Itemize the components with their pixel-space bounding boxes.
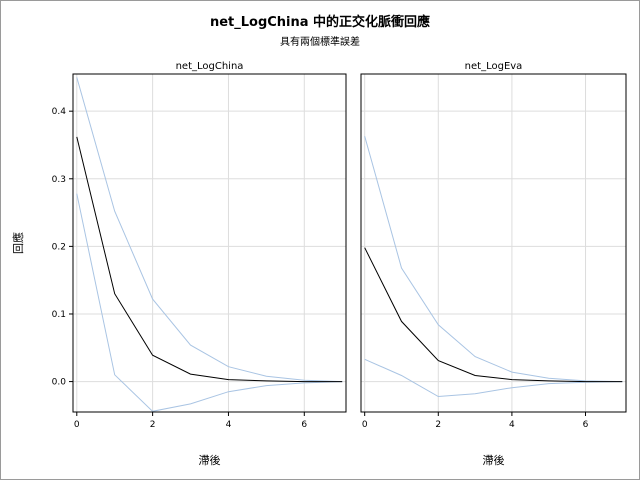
panel-title: net_LogChina <box>176 61 244 72</box>
panel-2: net_LogEva 0 2 4 6 滯後 <box>360 61 627 467</box>
chart-subtitle: 具有兩個標準誤差 <box>280 35 360 48</box>
panel-title: net_LogEva <box>465 61 523 72</box>
x-axis-label: 滯後 <box>483 453 505 467</box>
y-tick-label: 0.2 <box>52 242 66 252</box>
y-tick-label: 0.4 <box>52 107 67 117</box>
x-tick-label: 0 <box>74 420 80 430</box>
panel-1: net_LogChina 0 2 4 6 0.0 0.1 0.2 0.3 0.4 滯後 <box>52 61 347 467</box>
lower-band-line <box>76 193 343 412</box>
x-tick-label: 6 <box>301 420 307 430</box>
y-tick-label: 0.3 <box>52 175 66 185</box>
upper-band-line <box>76 77 343 383</box>
y-tick-label: 0.1 <box>52 310 66 320</box>
y-tick-label: 0.0 <box>52 378 67 388</box>
x-tick-label: 4 <box>226 420 232 430</box>
x-tick-label: 0 <box>362 420 368 430</box>
chart-title: net_LogChina 中的正交化脈衝回應 <box>210 14 430 30</box>
lower-band-line <box>364 358 623 398</box>
y-axis-label: 回應 <box>11 232 25 254</box>
upper-band-line <box>364 136 623 383</box>
x-tick-label: 6 <box>583 420 589 430</box>
plot-area <box>72 73 347 413</box>
x-tick-label: 2 <box>435 420 441 430</box>
x-tick-label: 2 <box>150 420 156 430</box>
response-line <box>76 136 343 383</box>
x-tick-label: 4 <box>509 420 515 430</box>
plot-area <box>360 73 627 413</box>
response-line <box>364 247 623 383</box>
x-axis-label: 滯後 <box>199 453 221 467</box>
